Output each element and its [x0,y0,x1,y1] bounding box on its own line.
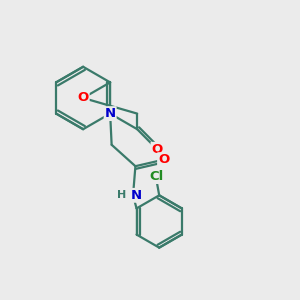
Text: H: H [116,190,126,200]
Text: O: O [152,143,163,156]
Text: N: N [130,189,142,202]
Text: Cl: Cl [150,170,164,183]
Text: N: N [105,107,116,120]
Text: O: O [77,92,89,104]
Text: O: O [158,153,169,166]
